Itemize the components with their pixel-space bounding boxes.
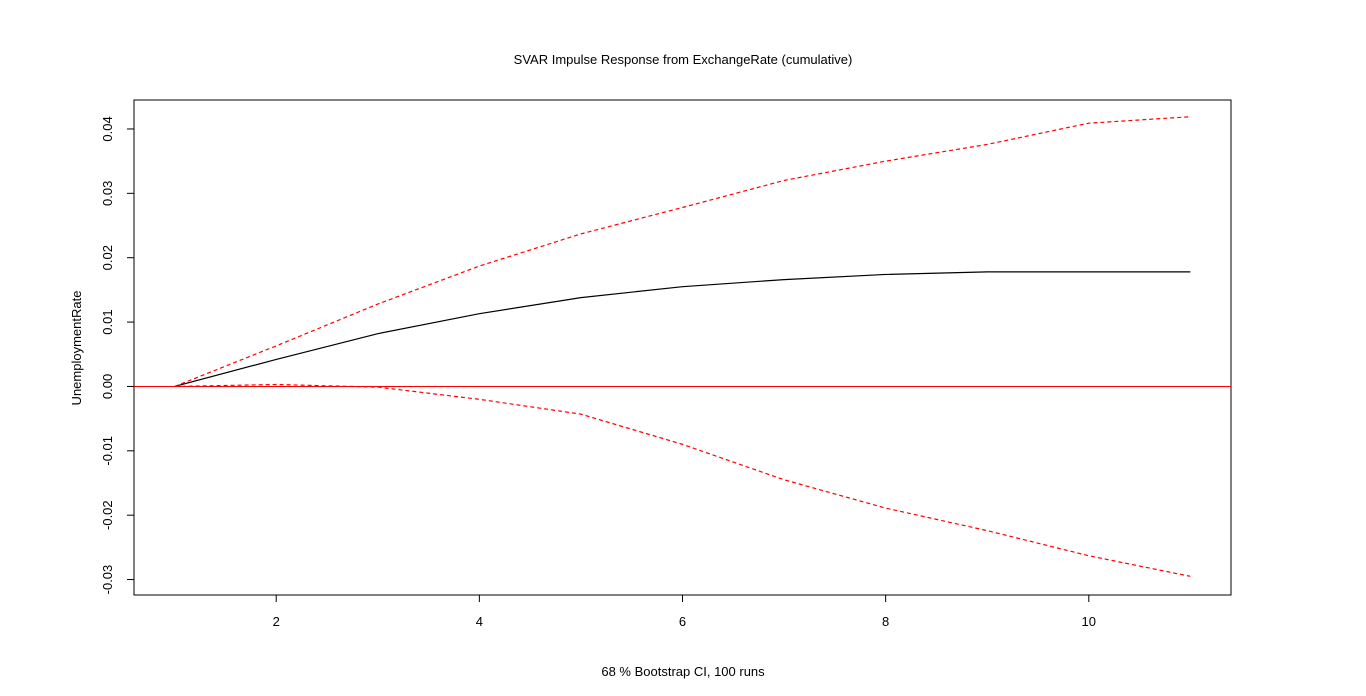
x-tick-label: 10 (1082, 614, 1096, 629)
y-tick-label: 0.02 (100, 245, 115, 270)
upper-ci-line (174, 116, 1191, 388)
plot-frame (133, 99, 1232, 596)
y-tick-label: 0.00 (100, 374, 115, 399)
y-axis: -0.03 -0.02 -0.01 0.00 0.01 0.02 0.03 0.04 (100, 116, 135, 595)
y-tick-label: 0.03 (100, 181, 115, 206)
y-tick-label: -0.02 (100, 500, 115, 530)
impulse-response-line (174, 271, 1191, 388)
y-tick-label: -0.03 (100, 565, 115, 595)
y-axis-label: UnemploymentRate (69, 291, 84, 406)
series-group (174, 116, 1191, 577)
chart-title: SVAR Impulse Response from ExchangeRate … (514, 52, 853, 67)
x-tick-label: 6 (679, 614, 686, 629)
x-tick-label: 8 (882, 614, 889, 629)
x-axis-label: 68 % Bootstrap CI, 100 runs (601, 664, 765, 679)
y-tick-label: -0.01 (100, 436, 115, 466)
x-tick-label: 2 (273, 614, 280, 629)
y-tick-label: 0.04 (100, 116, 115, 141)
lower-ci-line (174, 383, 1191, 577)
x-tick-label: 4 (476, 614, 483, 629)
x-axis: 2 4 6 8 10 (273, 594, 1096, 629)
y-tick-label: 0.01 (100, 309, 115, 334)
